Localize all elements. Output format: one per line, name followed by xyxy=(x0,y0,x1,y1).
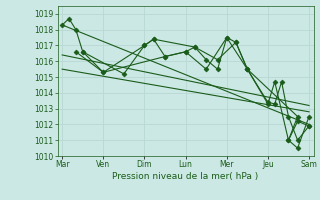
X-axis label: Pression niveau de la mer( hPa ): Pression niveau de la mer( hPa ) xyxy=(112,172,259,181)
